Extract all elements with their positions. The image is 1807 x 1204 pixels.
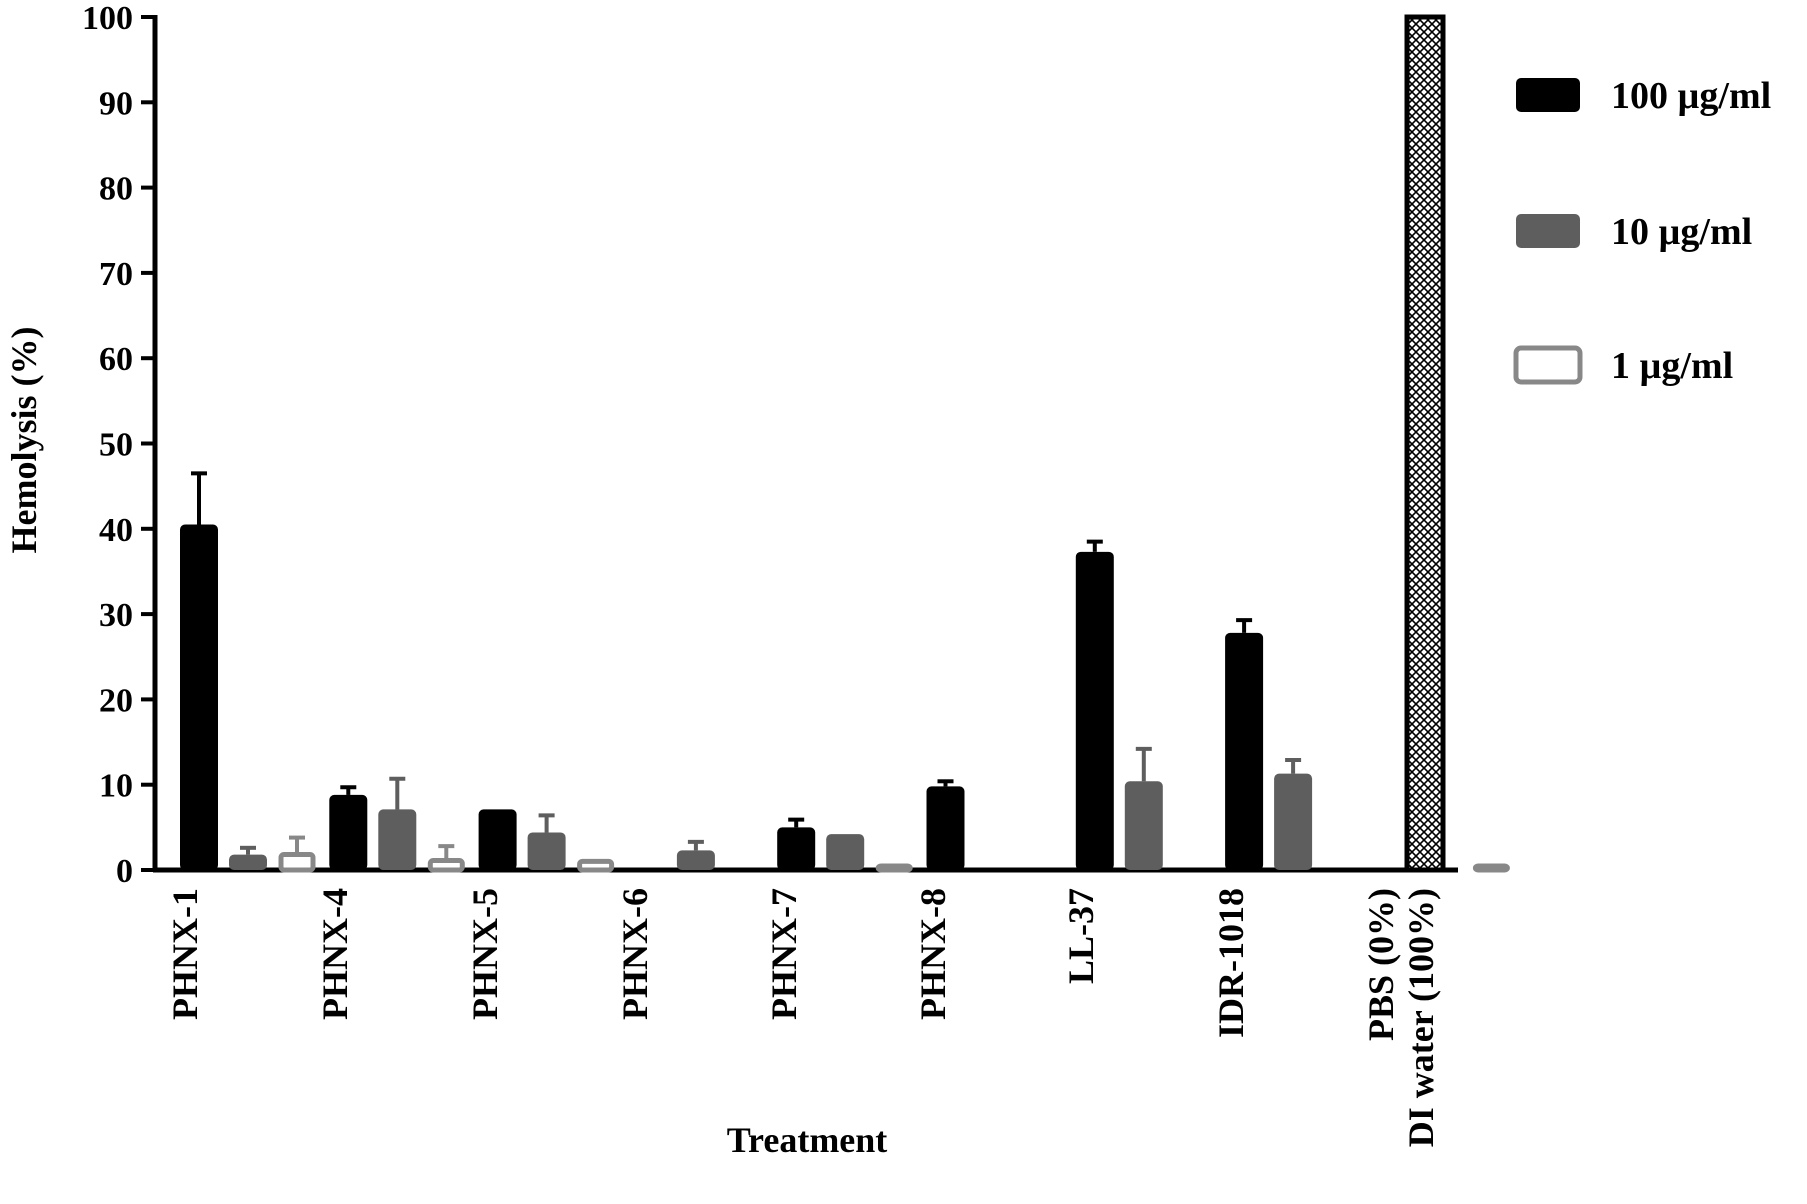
category-labels: PHNX-1 PHNX-4 PHNX-5 PHNX-6 PHNX-7 PHNX-8 LL-3… bbox=[165, 888, 1441, 1147]
y-tick-label: 10 bbox=[99, 768, 133, 805]
category-label: PHNX-7 bbox=[764, 888, 804, 1020]
bar-control bbox=[1404, 14, 1446, 873]
y-tick-label: 0 bbox=[116, 853, 133, 890]
bar bbox=[478, 809, 517, 870]
y-tick-label: 80 bbox=[99, 171, 133, 208]
bars bbox=[180, 14, 1510, 873]
y-tick-label: 100 bbox=[82, 0, 133, 37]
legend-label: 10 µg/ml bbox=[1611, 211, 1752, 253]
legend-label: 100 µg/ml bbox=[1611, 75, 1771, 117]
y-tick-label: 20 bbox=[99, 682, 133, 719]
bar bbox=[378, 809, 417, 870]
legend-swatch bbox=[1516, 78, 1580, 112]
bar bbox=[826, 834, 865, 870]
bar bbox=[329, 794, 368, 870]
bar bbox=[527, 832, 566, 870]
bar bbox=[1124, 781, 1163, 870]
category-label: IDR-1018 bbox=[1211, 888, 1251, 1038]
x-axis-title: Treatment bbox=[727, 1120, 888, 1160]
legend: 100 µg/ml 10 µg/ml 1 µg/ml bbox=[1513, 75, 1771, 387]
bar bbox=[926, 786, 965, 870]
legend-swatch bbox=[1513, 345, 1583, 385]
bar bbox=[1472, 863, 1510, 873]
bar bbox=[180, 524, 218, 870]
category-label: PHNX-1 bbox=[165, 888, 205, 1020]
bar bbox=[278, 851, 316, 873]
y-tick-label: 60 bbox=[99, 341, 133, 378]
y-tick-label: 90 bbox=[99, 85, 133, 122]
bar bbox=[229, 854, 267, 870]
y-tick-label: 70 bbox=[99, 256, 133, 293]
bar bbox=[777, 827, 816, 870]
y-tick-label: 50 bbox=[99, 427, 133, 464]
category-label: PHNX-6 bbox=[615, 888, 655, 1020]
category-label: PHNX-8 bbox=[913, 888, 953, 1020]
axes: 0 10 20 30 40 50 60 70 80 90 100 bbox=[82, 0, 1458, 890]
category-label: DI water (100%) bbox=[1401, 888, 1441, 1147]
category-label: LL-37 bbox=[1061, 888, 1101, 984]
category-label: PHNX-4 bbox=[315, 888, 355, 1020]
legend-label: 1 µg/ml bbox=[1611, 345, 1733, 387]
y-axis-title: Hemolysis (%) bbox=[4, 327, 44, 554]
category-label: PBS (0%) bbox=[1361, 888, 1401, 1041]
y-tick-label: 40 bbox=[99, 512, 133, 549]
bar bbox=[875, 863, 913, 873]
bar bbox=[577, 858, 615, 873]
bar bbox=[427, 857, 465, 873]
y-tick-label: 30 bbox=[99, 597, 133, 634]
legend-swatch bbox=[1516, 214, 1580, 248]
bar bbox=[1274, 773, 1313, 870]
bar bbox=[1225, 632, 1264, 870]
bar bbox=[676, 850, 715, 870]
bar bbox=[1075, 551, 1114, 870]
category-label: PHNX-5 bbox=[465, 888, 505, 1020]
